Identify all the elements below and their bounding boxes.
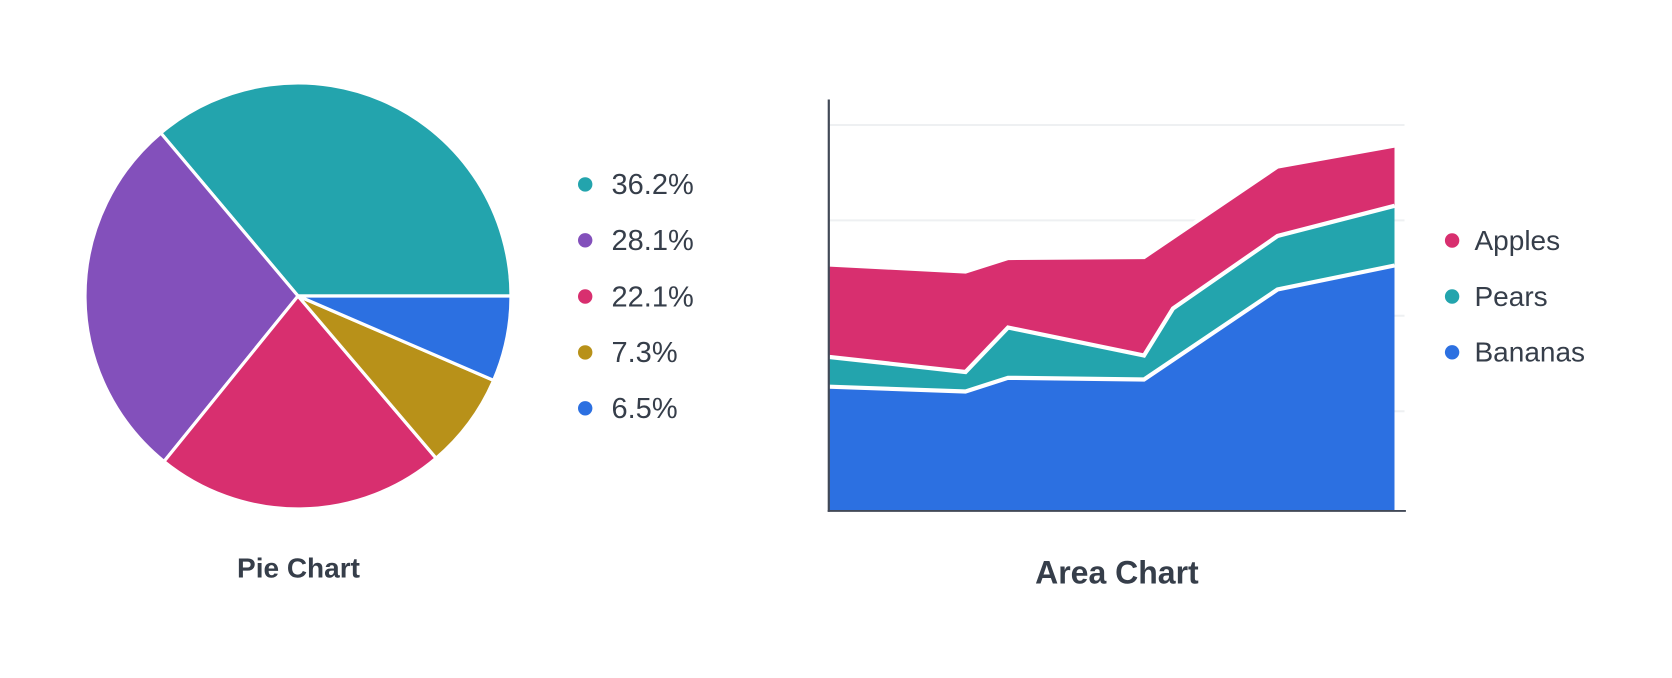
svg-text:Bananas: Bananas (1475, 337, 1586, 368)
svg-text:7.3%: 7.3% (612, 337, 678, 369)
svg-text:Apples: Apples (1475, 225, 1561, 256)
svg-text:36.2%: 36.2% (612, 169, 694, 201)
svg-text:Area Chart: Area Chart (1035, 555, 1199, 591)
svg-text:Pie Chart: Pie Chart (237, 553, 360, 584)
svg-text:22.1%: 22.1% (612, 281, 694, 313)
svg-text:Pears: Pears (1475, 281, 1548, 312)
svg-text:6.5%: 6.5% (612, 393, 678, 425)
svg-text:28.1%: 28.1% (612, 225, 694, 257)
